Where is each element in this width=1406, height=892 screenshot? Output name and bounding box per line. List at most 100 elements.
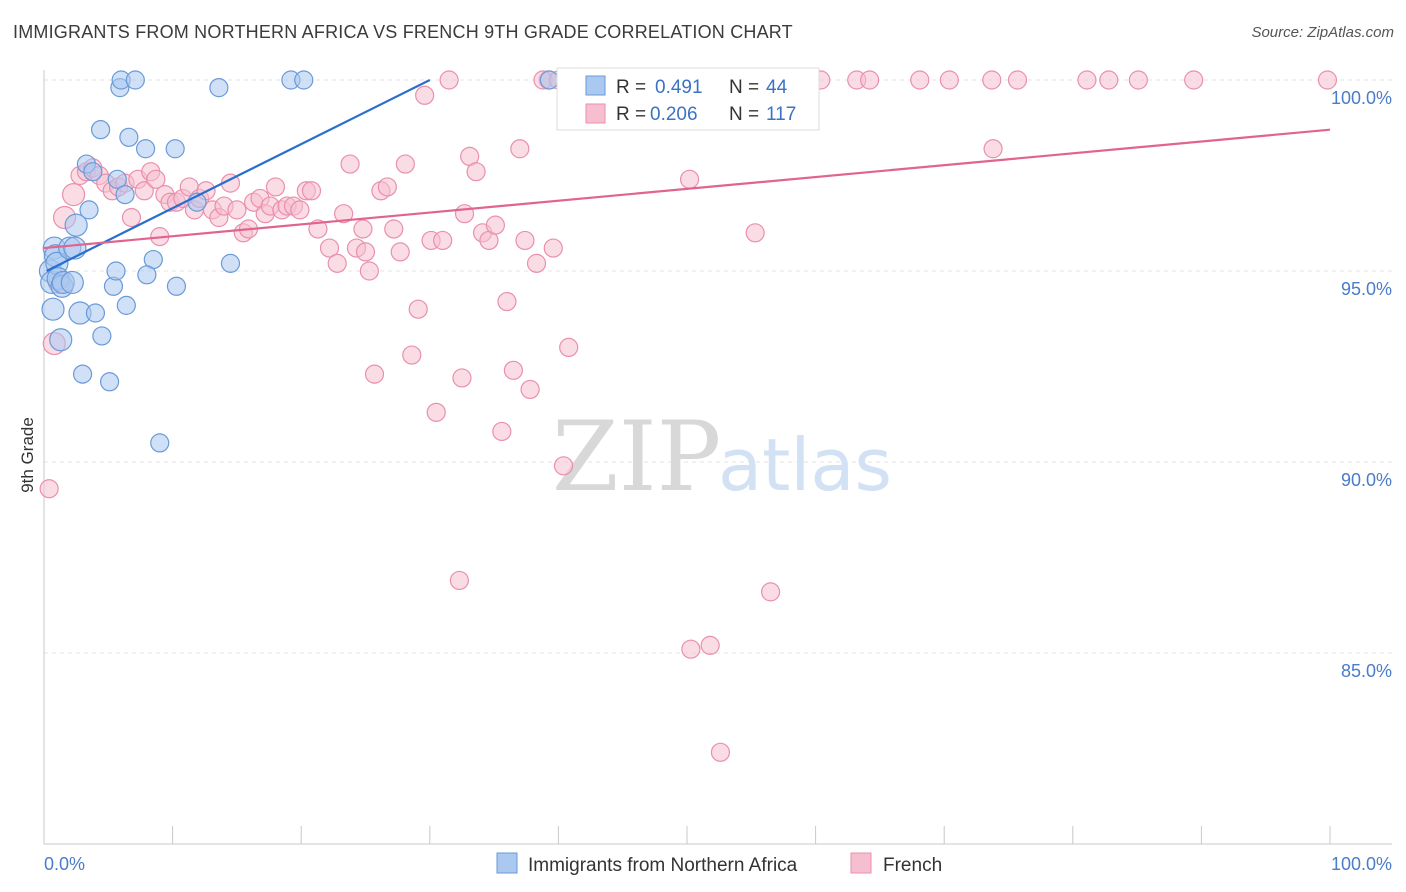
french-point-67	[452, 368, 472, 388]
french-point-42	[290, 200, 310, 220]
french-point-66	[449, 570, 469, 591]
y-tick-label-1: 95.0%	[1341, 279, 1392, 299]
french-point-106	[1099, 70, 1119, 90]
french-point-99	[860, 70, 880, 90]
northern-africa-point-29	[116, 295, 136, 315]
french-point-101	[939, 70, 959, 90]
french-point-74	[492, 421, 512, 442]
french-point-73	[485, 215, 505, 235]
french-point-55	[377, 177, 397, 197]
northern-africa-point-22	[99, 372, 120, 392]
french-point-104	[1007, 70, 1028, 90]
northern-africa-point-7	[49, 328, 73, 352]
northern-africa-point-18	[83, 162, 103, 182]
french-point-0	[39, 479, 59, 499]
northern-africa-point-13	[64, 213, 88, 237]
french-point-109	[1317, 70, 1338, 90]
trend-line-french	[43, 128, 1331, 250]
french-point-84	[559, 337, 579, 357]
legend-n-label-pink: N =	[729, 104, 759, 125]
legend-r-value-pink: 0.206	[650, 104, 698, 125]
french-point-56	[384, 219, 404, 239]
french-point-116	[355, 242, 376, 262]
northern-africa-point-35	[165, 139, 185, 159]
northern-africa-point-25	[107, 169, 127, 189]
northern-africa-point-38	[209, 78, 229, 98]
series-legend: Immigrants from Northern Africa French	[496, 852, 942, 876]
french-point-95	[745, 223, 765, 243]
chart-title: IMMIGRANTS FROM NORTHERN AFRICA VS FRENC…	[13, 22, 793, 42]
french-point-75	[497, 291, 517, 312]
french-point-102	[982, 70, 1002, 90]
legend-n-value-pink: 117	[766, 104, 796, 125]
series-legend-swatch-pink	[850, 852, 872, 874]
french-point-58	[395, 154, 415, 174]
french-point-90	[681, 639, 701, 659]
french-point-105	[1077, 70, 1097, 90]
legend-r-label-blue: R =	[616, 77, 646, 98]
french-point-57	[390, 242, 410, 262]
french-point-96	[760, 582, 781, 602]
french-point-79	[520, 379, 540, 400]
legend-r-label-pink: R =	[616, 104, 646, 125]
northern-africa-point-34	[150, 433, 170, 453]
northern-africa-points	[38, 70, 559, 453]
french-point-4	[61, 183, 86, 207]
french-point-82	[543, 238, 563, 258]
watermark-zip: ZIP	[552, 401, 721, 513]
gridlines	[44, 79, 1392, 654]
watermark-atlas: atlas	[718, 423, 892, 507]
northern-africa-point-15	[72, 364, 93, 384]
french-point-46	[319, 238, 340, 258]
french-point-68	[454, 204, 475, 224]
french-point-13	[121, 207, 142, 228]
legend-swatch-blue	[585, 75, 606, 96]
watermark: ZIP atlas	[552, 401, 892, 513]
x-axis-ticks	[43, 826, 1331, 844]
french-point-38	[265, 177, 286, 197]
french-point-48	[334, 204, 354, 224]
french-point-93	[710, 742, 731, 762]
french-point-80	[526, 253, 547, 273]
french-point-92	[700, 635, 720, 655]
northern-africa-point-19	[85, 303, 106, 323]
french-point-61	[415, 85, 435, 105]
french-point-45	[308, 219, 328, 239]
french-point-83	[553, 456, 574, 476]
french-point-15	[134, 181, 154, 201]
series-legend-label-pink: French	[883, 855, 942, 876]
y-tick-label-2: 90.0%	[1341, 470, 1392, 490]
trend-lines	[43, 79, 1331, 272]
northern-africa-point-39	[220, 253, 241, 273]
y-tick-label-0: 100.0%	[1331, 88, 1392, 108]
french-point-107	[1128, 70, 1148, 90]
northern-africa-point-32	[135, 139, 156, 159]
french-point-108	[1184, 70, 1204, 90]
french-point-52	[359, 261, 379, 281]
northern-africa-point-11	[60, 270, 84, 295]
legend-swatch-pink	[585, 103, 606, 124]
northern-africa-point-28	[115, 185, 135, 205]
legend-n-label-blue: N =	[729, 77, 759, 98]
y-tick-labels: 100.0% 95.0% 90.0% 85.0%	[1331, 88, 1392, 681]
french-point-78	[515, 230, 535, 251]
french-point-31	[227, 200, 247, 220]
northern-africa-point-30	[119, 127, 139, 147]
northern-africa-point-21	[92, 326, 112, 346]
french-point-44	[301, 181, 322, 201]
x-tick-label-min: 0.0%	[44, 854, 85, 874]
northern-africa-point-36	[166, 276, 187, 296]
legend-n-value-blue: 44	[766, 77, 788, 98]
trend-line-northern-africa	[46, 79, 431, 272]
northern-africa-point-43	[137, 265, 157, 285]
french-point-47	[327, 253, 347, 273]
french-point-76	[503, 360, 523, 380]
legend-r-value-blue: 0.491	[655, 77, 703, 98]
french-point-70	[466, 162, 486, 182]
x-tick-label-max: 100.0%	[1331, 854, 1392, 874]
series-legend-label-blue: Immigrants from Northern Africa	[528, 855, 798, 876]
french-point-17	[146, 169, 166, 189]
french-point-64	[433, 230, 453, 251]
northern-africa-point-42	[539, 70, 559, 90]
